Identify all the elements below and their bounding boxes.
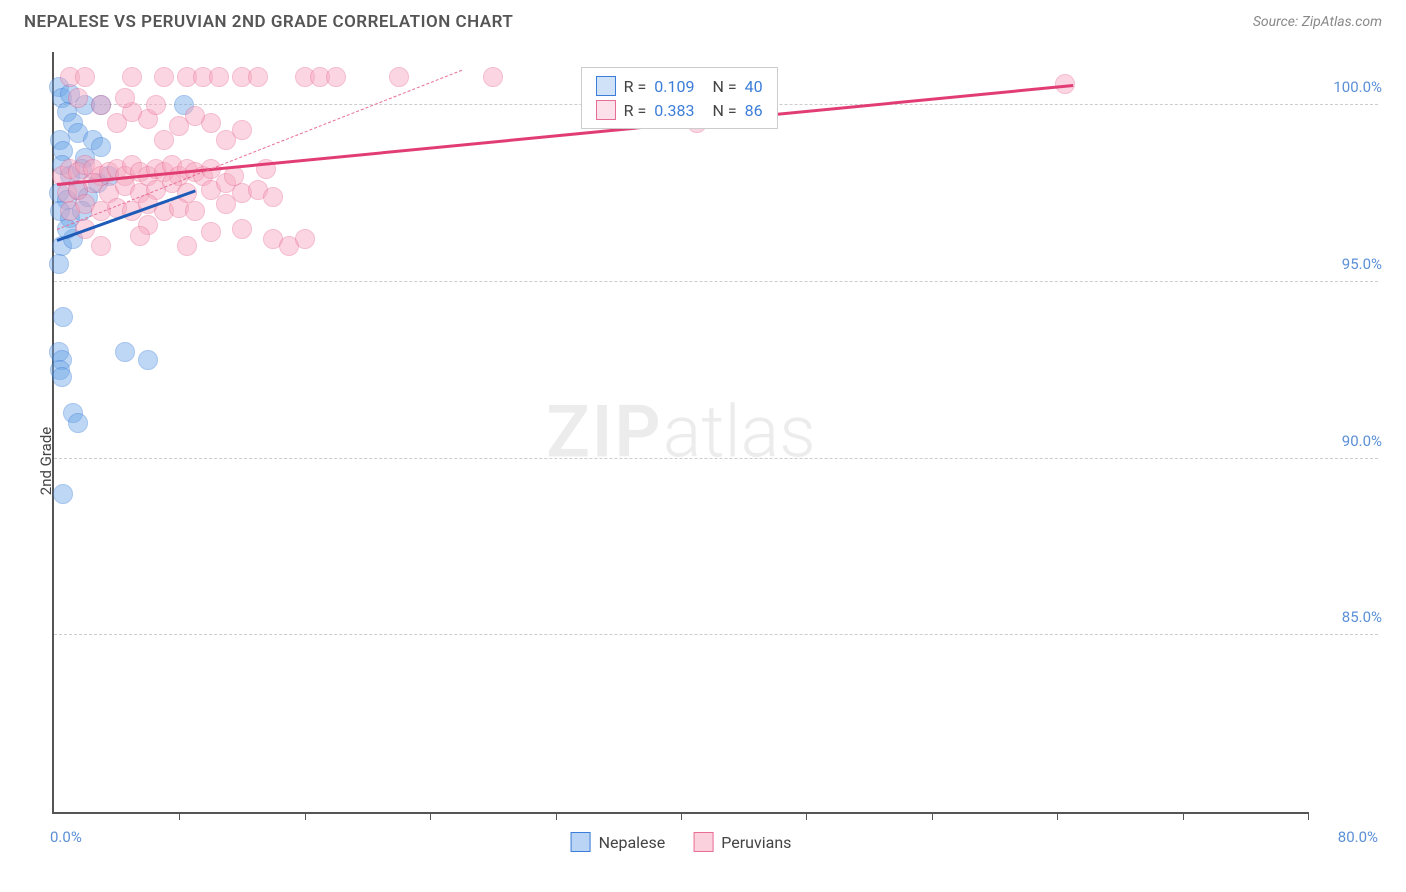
y-tick-label: 95.0%	[1312, 255, 1382, 273]
stats-legend: R = 0.109 N = 40 R = 0.383 N = 86	[581, 67, 778, 129]
scatter-point	[130, 226, 150, 246]
scatter-point	[91, 95, 111, 115]
chart-source: Source: ZipAtlas.com	[1253, 14, 1382, 30]
legend-swatch	[596, 100, 616, 120]
x-tick-mark	[681, 812, 682, 820]
scatter-point	[263, 187, 283, 207]
legend-swatch	[693, 832, 713, 852]
scatter-point	[232, 219, 252, 239]
scatter-point	[483, 67, 503, 87]
stats-legend-row: R = 0.383 N = 86	[596, 98, 763, 122]
scatter-point	[201, 222, 221, 242]
scatter-point	[53, 307, 73, 327]
legend-label: Peruvians	[721, 833, 791, 852]
x-tick-mark	[932, 812, 933, 820]
scatter-point	[122, 67, 142, 87]
legend-r-value: 0.383	[654, 101, 694, 120]
scatter-point	[295, 229, 315, 249]
legend-r-value: 0.109	[654, 77, 694, 96]
stats-legend-row: R = 0.109 N = 40	[596, 74, 763, 98]
x-tick-mark	[179, 812, 180, 820]
scatter-point	[115, 342, 135, 362]
series-legend-item: Peruvians	[693, 832, 791, 852]
legend-swatch	[596, 76, 616, 96]
x-tick-mark	[430, 812, 431, 820]
scatter-point	[115, 88, 135, 108]
scatter-point	[326, 67, 346, 87]
scatter-point	[154, 130, 174, 150]
legend-n-value: 40	[745, 77, 763, 96]
legend-n-label: N =	[712, 77, 736, 96]
scatter-point	[53, 484, 73, 504]
trend-line	[57, 84, 1073, 186]
watermark: ZIPatlas	[546, 390, 816, 475]
watermark-light: atlas	[663, 390, 816, 475]
y-tick-label: 90.0%	[1312, 432, 1382, 450]
scatter-point	[68, 413, 88, 433]
scatter-point	[68, 88, 88, 108]
scatter-point	[209, 67, 229, 87]
x-tick-mark	[305, 812, 306, 820]
legend-r-label: R =	[624, 77, 647, 96]
scatter-point	[91, 137, 111, 157]
scatter-point	[154, 67, 174, 87]
x-tick-mark	[1183, 812, 1184, 820]
x-tick-mark	[556, 812, 557, 820]
scatter-point	[91, 236, 111, 256]
scatter-point	[185, 201, 205, 221]
gridline	[54, 281, 1378, 282]
chart-title: NEPALESE VS PERUVIAN 2ND GRADE CORRELATI…	[24, 12, 513, 32]
legend-n-value: 86	[745, 101, 763, 120]
gridline	[54, 634, 1378, 635]
scatter-point	[248, 67, 268, 87]
legend-swatch	[571, 832, 591, 852]
scatter-point	[216, 194, 236, 214]
x-tick-mark	[1308, 812, 1309, 820]
y-tick-label: 100.0%	[1312, 78, 1382, 96]
scatter-point	[216, 130, 236, 150]
series-legend: Nepalese Peruvians	[571, 832, 792, 852]
chart-container: 2nd Grade ZIPatlas 85.0%90.0%95.0%100.0%…	[18, 48, 1388, 874]
scatter-point	[138, 350, 158, 370]
x-label-left: 0.0%	[50, 828, 82, 846]
series-legend-item: Nepalese	[571, 832, 666, 852]
legend-r-label: R =	[624, 101, 647, 120]
scatter-point	[389, 67, 409, 87]
scatter-point	[177, 236, 197, 256]
watermark-bold: ZIP	[546, 390, 662, 475]
legend-label: Nepalese	[599, 833, 666, 852]
scatter-point	[52, 367, 72, 387]
plot-area: ZIPatlas 85.0%90.0%95.0%100.0%0.0%80.0%R…	[52, 52, 1308, 814]
scatter-point	[49, 254, 69, 274]
y-tick-label: 85.0%	[1312, 608, 1382, 626]
scatter-point	[185, 106, 205, 126]
scatter-point	[75, 67, 95, 87]
chart-header: NEPALESE VS PERUVIAN 2ND GRADE CORRELATI…	[0, 0, 1406, 40]
legend-n-label: N =	[712, 101, 736, 120]
x-tick-mark	[806, 812, 807, 820]
gridline	[54, 458, 1378, 459]
x-label-right: 80.0%	[1338, 828, 1378, 846]
scatter-point	[146, 95, 166, 115]
x-tick-mark	[1057, 812, 1058, 820]
